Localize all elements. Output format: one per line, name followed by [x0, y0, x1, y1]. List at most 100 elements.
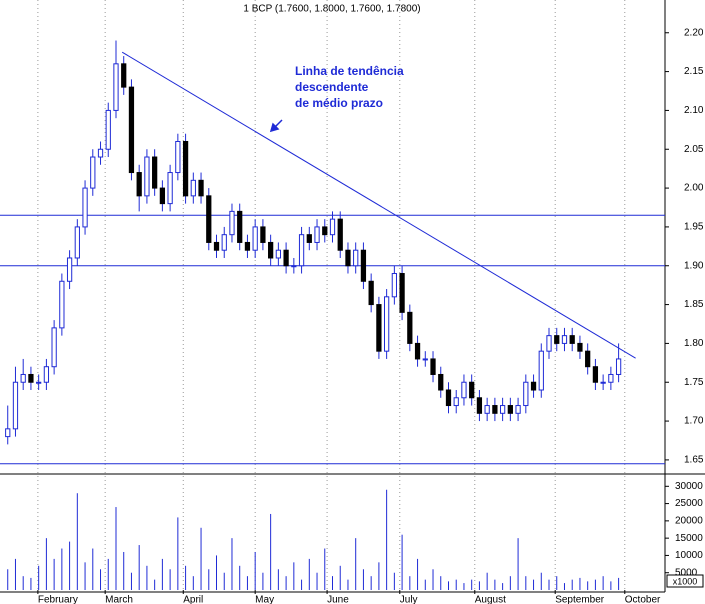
candle-body: [167, 172, 173, 205]
candle-body: [469, 381, 475, 399]
candle-body: [182, 140, 189, 197]
candle-body: [585, 350, 591, 368]
chart-title: 1 BCP (1.7600, 1.8000, 1.7600, 1.7800): [243, 4, 420, 15]
y-tick-label: 15000: [675, 533, 703, 544]
candle-body: [306, 234, 312, 243]
candle-body: [298, 234, 305, 267]
candle-body: [523, 381, 529, 407]
candle-body: [577, 342, 583, 352]
candle-body: [90, 156, 96, 189]
unit-label: x1000: [673, 576, 698, 586]
y-tick-label: 1.85: [684, 299, 704, 310]
candle-body: [5, 428, 11, 438]
candle-body: [422, 358, 428, 361]
candle-body: [337, 218, 343, 251]
candle-body: [445, 389, 452, 407]
candle-body: [159, 187, 166, 205]
candle-body: [430, 358, 436, 375]
candle-body: [507, 405, 513, 414]
candle-body: [198, 179, 204, 197]
candle-body: [322, 226, 328, 236]
x-tick-label: October: [625, 595, 661, 604]
candle-body: [461, 381, 467, 399]
annotation: de médio prazo: [295, 96, 383, 110]
x-tick-label: April: [183, 595, 203, 604]
x-tick-label: March: [105, 595, 133, 604]
candle-body: [28, 373, 34, 383]
x-tick-label: May: [255, 595, 274, 604]
y-tick-label: 1.95: [684, 222, 704, 233]
unit-box: [666, 574, 704, 588]
y-tick-label: 20000: [675, 516, 703, 527]
candle-body: [353, 249, 359, 267]
candle-body: [152, 156, 158, 189]
candle-body: [569, 335, 575, 344]
y-tick-label: 2.10: [684, 105, 704, 116]
candle-body: [121, 63, 127, 88]
candle-body: [391, 273, 397, 298]
x-tick-label: June: [327, 595, 349, 604]
trendline: [121, 51, 636, 359]
candle-body: [600, 381, 606, 384]
candle-body: [530, 381, 537, 391]
candle-body: [554, 335, 560, 344]
candle-body: [615, 358, 622, 375]
candle-body: [113, 63, 119, 111]
candle-body: [360, 249, 367, 282]
candle-body: [329, 218, 336, 236]
candle-body: [608, 373, 614, 383]
candle-body: [492, 405, 498, 414]
candle-body: [12, 381, 19, 430]
x-tick-label: February: [38, 595, 78, 604]
candle-body: [128, 86, 135, 174]
candle-body: [237, 210, 243, 243]
candle-body: [561, 335, 568, 344]
annotation-arrow: [269, 119, 283, 133]
candle-body: [476, 397, 483, 414]
candle-body: [97, 148, 104, 158]
candle-body: [221, 234, 227, 251]
y-tick-label: 30000: [675, 481, 703, 492]
candle-body: [414, 342, 421, 360]
annotation: Linha de tendência: [295, 64, 404, 78]
candle-body: [438, 373, 444, 391]
y-tick-label: 1.80: [684, 338, 704, 349]
candle-body: [59, 280, 65, 329]
candle-body: [66, 257, 73, 282]
y-tick-label: 1.70: [684, 416, 704, 427]
candle-body: [399, 273, 405, 313]
y-tick-label: 1.90: [684, 260, 704, 271]
candle-body: [229, 210, 235, 236]
candle-body: [144, 156, 150, 197]
x-tick-label: September: [555, 595, 605, 604]
y-tick-label: 10000: [675, 550, 703, 561]
candle-body: [260, 226, 266, 243]
candle-body: [20, 373, 26, 383]
candle-body: [190, 179, 196, 197]
candle-body: [268, 241, 274, 259]
y-tick-label: 1.75: [684, 377, 704, 388]
candle-body: [384, 296, 390, 352]
y-tick-label: 2.15: [684, 66, 704, 77]
candle-body: [51, 327, 57, 368]
x-tick-label: July: [400, 595, 418, 604]
candle-body: [515, 405, 521, 414]
candle-body: [105, 109, 111, 150]
candle-body: [244, 241, 251, 251]
candle-body: [453, 397, 459, 407]
y-tick-label: 2.05: [684, 144, 704, 155]
candle-body: [206, 195, 212, 243]
candle-body: [175, 140, 181, 174]
candle-body: [43, 366, 50, 383]
candle-body: [592, 366, 599, 383]
candle-body: [538, 350, 544, 391]
annotation: descendente: [295, 80, 369, 94]
x-tick-label: August: [475, 595, 506, 604]
candle-body: [36, 381, 42, 384]
candle-body: [291, 265, 297, 268]
candle-body: [136, 172, 142, 197]
candle-body: [376, 304, 382, 352]
y-tick-label: 5000: [675, 567, 698, 578]
candle-body: [74, 226, 80, 259]
